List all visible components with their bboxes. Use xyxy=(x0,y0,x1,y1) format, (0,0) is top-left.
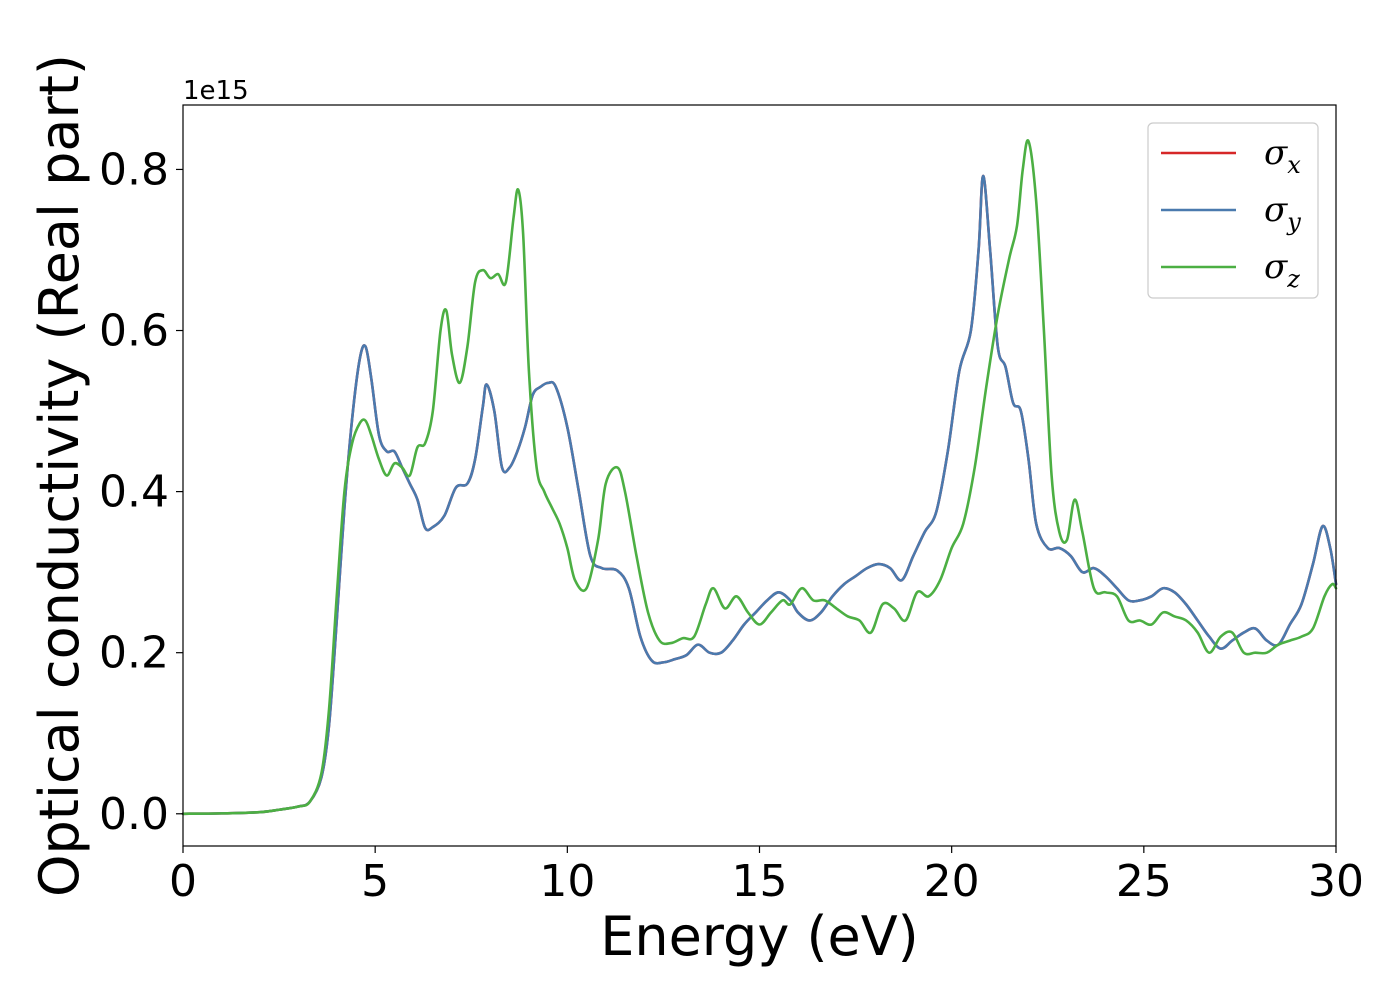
x-tick-label: 10 xyxy=(539,856,595,907)
y-tick-label: 0.6 xyxy=(99,306,169,357)
axis-ticks: 0 5 10 15 20 25 30 0.0 0.2 0.4 0.6 0.8 xyxy=(99,144,1364,907)
y-tick-label: 0.0 xyxy=(99,789,169,840)
x-axis-label: Energy (eV) xyxy=(600,905,919,968)
legend: σx σy σz xyxy=(1147,122,1319,299)
y-tick-label: 0.2 xyxy=(99,628,169,679)
y-offset-label: 1e15 xyxy=(183,76,249,106)
legend-label-y: σy xyxy=(1264,190,1301,236)
x-tick-label: 25 xyxy=(1116,856,1172,907)
y-tick-label: 0.8 xyxy=(99,144,169,195)
y-tick-label: 0.4 xyxy=(99,467,169,518)
legend-label-z: σz xyxy=(1264,247,1300,293)
x-tick-label: 0 xyxy=(169,856,197,907)
x-tick-label: 5 xyxy=(361,856,389,907)
legend-label-x: σx xyxy=(1264,133,1301,179)
x-tick-label: 30 xyxy=(1308,856,1364,907)
x-tick-label: 20 xyxy=(924,856,980,907)
x-tick-label: 15 xyxy=(732,856,788,907)
series-line-z xyxy=(181,139,1338,816)
series-lines xyxy=(181,139,1338,816)
y-axis-label: Optical conductivity (Real part) xyxy=(28,54,91,897)
